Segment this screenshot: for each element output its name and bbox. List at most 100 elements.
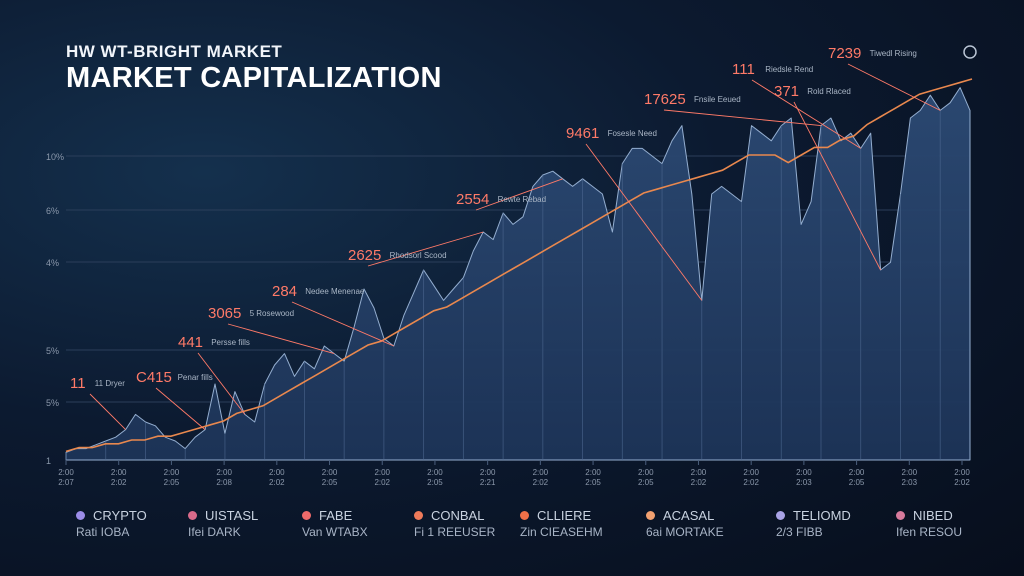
- legend-item: CRYPTO Rati IOBA: [76, 508, 147, 540]
- legend-sublabel: Ifen RESOU: [896, 525, 963, 539]
- x-tick-label-bottom: 2:02: [269, 478, 285, 487]
- annotation-label: Rhodsorl Scood: [390, 251, 447, 260]
- annotation-value: 11: [70, 375, 86, 392]
- legend-label: UISTASL: [205, 508, 259, 523]
- x-tick-label-bottom: 2:02: [743, 478, 759, 487]
- x-tick-label-top: 2:00: [58, 468, 74, 477]
- x-tick-label-top: 2:00: [533, 468, 549, 477]
- legend-sublabel: Ifei DARK: [188, 525, 241, 539]
- annotation-label: 11 Dryer: [95, 379, 125, 388]
- annotation-leader: [367, 231, 484, 267]
- chart-subtitle: HW WT-BRIGHT MARKET: [66, 42, 283, 61]
- legend-dot-icon: [896, 511, 905, 520]
- x-tick-label-top: 2:00: [374, 468, 390, 477]
- legend-item: TELIOMD 2/3 FIBB: [776, 508, 851, 540]
- x-tick-label-top: 2:00: [480, 468, 496, 477]
- legend-sublabel: 2/3 FIBB: [776, 525, 823, 539]
- annotation-value: 17625: [644, 91, 686, 108]
- x-tick-label-bottom: 2:02: [691, 478, 707, 487]
- x-tick-label-top: 2:00: [216, 468, 232, 477]
- x-tick-label-bottom: 2:07: [58, 478, 74, 487]
- x-tick-label-bottom: 2:05: [427, 478, 443, 487]
- annotation-label: Rold Rlaced: [807, 87, 851, 96]
- annotation-leader: [155, 387, 206, 430]
- legend-dot-icon: [414, 511, 423, 520]
- legend-item: FABE Van WTABX: [302, 508, 368, 540]
- annotation-label: Persse fills: [211, 338, 250, 347]
- x-tick-label-bottom: 2:02: [954, 478, 970, 487]
- x-tick-label-top: 2:00: [849, 468, 865, 477]
- x-tick-label-top: 2:00: [322, 468, 338, 477]
- annotation-leader: [291, 301, 395, 347]
- y-tick-label: 1: [46, 456, 51, 466]
- legend-label: CONBAL: [431, 508, 485, 523]
- x-tick-label-bottom: 2:03: [902, 478, 918, 487]
- legend-item: ACASAL 6ai MORTAKE: [646, 508, 724, 540]
- x-tick-label-bottom: 2:21: [480, 478, 496, 487]
- legend-label: FABE: [319, 508, 353, 523]
- annotation-value: 7239: [828, 45, 861, 62]
- annotation-leader: [585, 143, 703, 301]
- trend-line: [65, 78, 973, 453]
- annotation-label: Fnsile Eeued: [694, 95, 741, 104]
- y-tick-label: 5%: [46, 398, 59, 408]
- annotation-value: 2554: [456, 191, 489, 208]
- x-tick-label-top: 2:00: [427, 468, 443, 477]
- legend-dot-icon: [302, 511, 311, 520]
- legend-dot-icon: [646, 511, 655, 520]
- annotation-value: 3065: [208, 305, 241, 322]
- x-tick-label-top: 2:00: [743, 468, 759, 477]
- chart-title: MARKET CAPITALIZATION: [66, 62, 442, 94]
- annotation-value: 9461: [566, 125, 599, 142]
- legend-label: NIBED: [913, 508, 953, 523]
- legend-label: CLLIERE: [537, 508, 592, 523]
- x-tick-label-bottom: 2:05: [322, 478, 338, 487]
- x-tick-label-top: 2:00: [902, 468, 918, 477]
- x-tick-label-top: 2:00: [585, 468, 601, 477]
- annotation-value: 441: [178, 334, 203, 351]
- annotation-leader: [89, 393, 126, 430]
- x-tick-label-bottom: 2:08: [216, 478, 232, 487]
- annotation-value: C415: [136, 369, 172, 386]
- legend-label: ACASAL: [663, 508, 715, 523]
- annotation-value: 111: [732, 61, 755, 78]
- end-marker: [963, 45, 977, 59]
- legend-dot-icon: [776, 511, 785, 520]
- annotation-label: Rewte Rebad: [498, 195, 546, 204]
- legend-dot-icon: [76, 511, 85, 520]
- legend-item: NIBED Ifen RESOU: [896, 508, 962, 540]
- legend-dot-icon: [520, 511, 529, 520]
- annotation-leader: [847, 63, 941, 111]
- annotation-value: 284: [272, 283, 297, 300]
- legend-sublabel: Rati IOBA: [76, 525, 130, 539]
- legend-label: TELIOMD: [793, 508, 851, 523]
- annotation-label: 5 Rosewood: [250, 309, 294, 318]
- legend-sublabel: Van WTABX: [302, 525, 368, 539]
- annotation-label: Tiwedl Rising: [870, 49, 917, 58]
- x-tick-label-bottom: 2:05: [849, 478, 865, 487]
- annotation-leader: [793, 101, 881, 271]
- x-tick-label-top: 2:00: [164, 468, 180, 477]
- x-tick-label-top: 2:00: [796, 468, 812, 477]
- legend-sublabel: Zin CIEASEHM: [520, 525, 603, 539]
- legend-label: CRYPTO: [93, 508, 147, 523]
- legend-item: CONBAL Fi 1 REEUSER: [414, 508, 495, 540]
- x-tick-label-top: 2:00: [111, 468, 127, 477]
- annotation-label: Penar fills: [178, 373, 213, 382]
- annotation-leader: [475, 178, 563, 211]
- annotation-label: Fosesle Need: [608, 129, 657, 138]
- annotation-leader: [227, 323, 335, 355]
- annotation-leader: [751, 79, 861, 149]
- x-tick-label-top: 2:00: [691, 468, 707, 477]
- annotation-label: Riedsle Rend: [765, 65, 813, 74]
- area-series-market-cap: [65, 87, 971, 461]
- y-tick-label: 6%: [46, 206, 59, 216]
- x-tick-label-top: 2:00: [269, 468, 285, 477]
- y-tick-label: 5%: [46, 346, 59, 356]
- legend-item: UISTASL Ifei DARK: [188, 508, 258, 540]
- annotation-leader: [663, 109, 822, 127]
- legend-sublabel: Fi 1 REEUSER: [414, 525, 496, 539]
- legend-dot-icon: [188, 511, 197, 520]
- x-tick-label-bottom: 2:03: [796, 478, 812, 487]
